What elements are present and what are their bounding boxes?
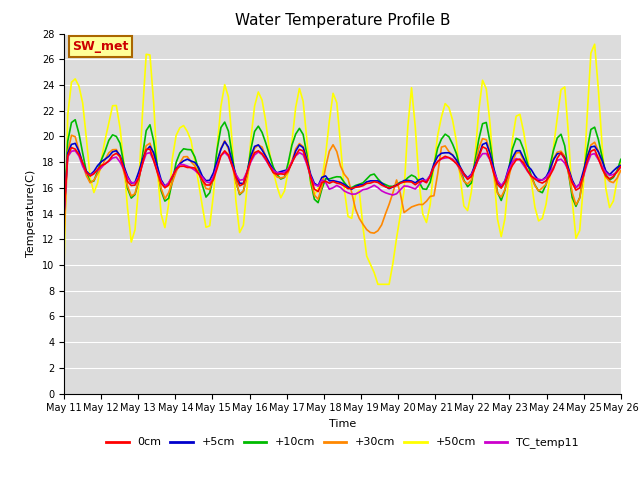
+10cm bbox=[355, 181, 363, 187]
Line: +30cm: +30cm bbox=[64, 135, 621, 240]
0cm bbox=[617, 164, 625, 169]
X-axis label: Time: Time bbox=[329, 419, 356, 429]
+50cm bbox=[378, 281, 385, 287]
TC_temp11 bbox=[524, 168, 531, 174]
+30cm bbox=[355, 216, 363, 221]
+5cm bbox=[355, 182, 363, 188]
+10cm bbox=[284, 160, 292, 166]
+50cm bbox=[351, 192, 359, 198]
TC_temp11 bbox=[284, 166, 292, 172]
+10cm bbox=[60, 211, 68, 216]
+10cm bbox=[617, 156, 625, 162]
+30cm bbox=[378, 222, 385, 228]
+30cm bbox=[68, 132, 76, 138]
+50cm bbox=[617, 157, 625, 163]
0cm bbox=[243, 169, 251, 175]
+10cm bbox=[524, 160, 531, 166]
+50cm bbox=[449, 118, 456, 123]
Line: +5cm: +5cm bbox=[64, 142, 621, 214]
0cm bbox=[60, 211, 68, 216]
TC_temp11 bbox=[378, 188, 385, 194]
Y-axis label: Temperature(C): Temperature(C) bbox=[26, 170, 36, 257]
+50cm bbox=[374, 281, 381, 287]
+5cm bbox=[617, 162, 625, 168]
+30cm bbox=[449, 152, 456, 158]
+30cm bbox=[60, 237, 68, 242]
Line: 0cm: 0cm bbox=[64, 147, 621, 214]
+30cm bbox=[617, 168, 625, 173]
0cm bbox=[445, 155, 452, 160]
+5cm bbox=[221, 139, 228, 144]
+50cm bbox=[243, 184, 251, 190]
+5cm bbox=[449, 152, 456, 158]
Line: +10cm: +10cm bbox=[64, 120, 621, 214]
+50cm bbox=[280, 188, 288, 194]
0cm bbox=[351, 184, 359, 190]
TC_temp11 bbox=[247, 159, 255, 165]
+30cm bbox=[247, 156, 255, 162]
+50cm bbox=[60, 265, 68, 271]
+50cm bbox=[591, 41, 598, 47]
Line: TC_temp11: TC_temp11 bbox=[64, 151, 621, 214]
Title: Water Temperature Profile B: Water Temperature Profile B bbox=[235, 13, 450, 28]
Legend: 0cm, +5cm, +10cm, +30cm, +50cm, TC_temp11: 0cm, +5cm, +10cm, +30cm, +50cm, TC_temp1… bbox=[102, 433, 583, 453]
+30cm bbox=[284, 169, 292, 175]
Text: SW_met: SW_met bbox=[72, 40, 129, 53]
+30cm bbox=[524, 168, 531, 174]
Line: +50cm: +50cm bbox=[64, 44, 621, 284]
+5cm bbox=[60, 211, 68, 216]
+10cm bbox=[449, 142, 456, 147]
TC_temp11 bbox=[449, 156, 456, 162]
TC_temp11 bbox=[72, 148, 79, 154]
TC_temp11 bbox=[60, 211, 68, 216]
0cm bbox=[524, 167, 531, 173]
+5cm bbox=[378, 180, 385, 186]
+10cm bbox=[378, 180, 385, 186]
+5cm bbox=[284, 167, 292, 173]
0cm bbox=[479, 144, 486, 150]
TC_temp11 bbox=[617, 164, 625, 170]
+50cm bbox=[524, 152, 531, 158]
0cm bbox=[280, 171, 288, 177]
TC_temp11 bbox=[355, 189, 363, 195]
+5cm bbox=[524, 163, 531, 168]
0cm bbox=[374, 180, 381, 185]
+10cm bbox=[72, 117, 79, 122]
+5cm bbox=[247, 153, 255, 159]
+10cm bbox=[247, 146, 255, 152]
